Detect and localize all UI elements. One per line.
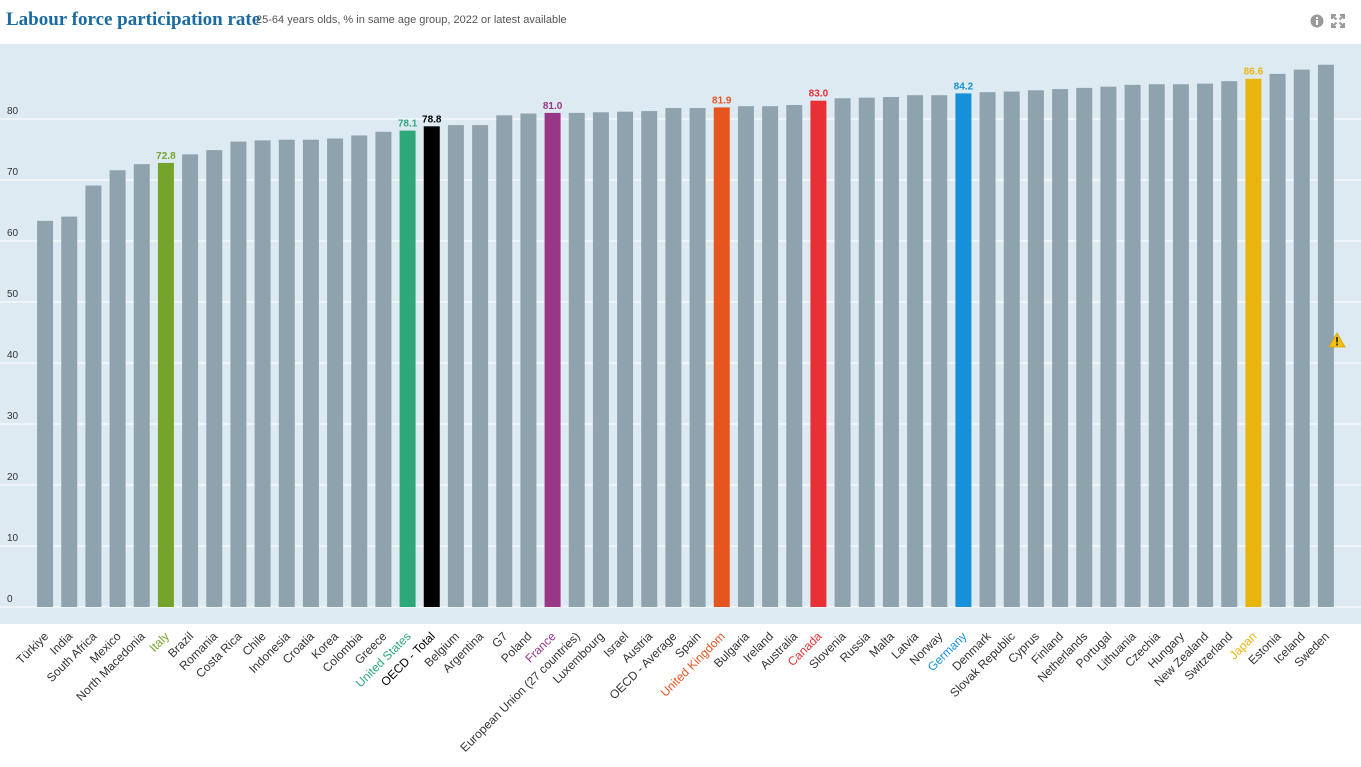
bar-argentina[interactable] bbox=[472, 125, 489, 607]
bar-norway[interactable] bbox=[931, 95, 948, 608]
bar-germany[interactable] bbox=[955, 93, 972, 607]
value-label-united-kingdom: 81.9 bbox=[712, 95, 732, 106]
y-tick-label-70: 70 bbox=[7, 167, 19, 178]
chart-title: Labour force participation rate bbox=[6, 9, 261, 30]
bar-netherlands[interactable] bbox=[1076, 87, 1093, 607]
y-tick-label-10: 10 bbox=[7, 533, 19, 544]
chart-subtitle: 25-64 years olds, % in same age group, 2… bbox=[256, 14, 567, 26]
bar-switzerland[interactable] bbox=[1221, 81, 1238, 608]
bar-bulgaria[interactable] bbox=[737, 106, 754, 607]
y-axis-ticks: 0 10 20 30 40 50 60 70 80 bbox=[7, 106, 19, 605]
bar-hungary[interactable] bbox=[1172, 84, 1189, 608]
bar-australia[interactable] bbox=[786, 104, 803, 607]
bar-t-rkiye[interactable] bbox=[37, 220, 54, 607]
bar-france[interactable] bbox=[544, 112, 561, 608]
bar-south-africa[interactable] bbox=[85, 185, 102, 608]
bar-united-kingdom[interactable] bbox=[713, 107, 730, 607]
y-tick-label-40: 40 bbox=[7, 350, 19, 361]
bar-romania[interactable] bbox=[206, 150, 223, 608]
bar-russia[interactable] bbox=[858, 97, 875, 608]
bar-latvia[interactable] bbox=[907, 95, 924, 608]
chart-header: Labour force participation rate 25-64 ye… bbox=[0, 0, 1361, 44]
bar-sweden[interactable] bbox=[1317, 64, 1334, 607]
bar-luxembourg[interactable] bbox=[592, 112, 609, 607]
bar-costa-rica[interactable] bbox=[230, 141, 247, 607]
bar-slovenia[interactable] bbox=[834, 98, 851, 607]
y-tick-label-60: 60 bbox=[7, 228, 19, 239]
bar-estonia[interactable] bbox=[1269, 73, 1286, 608]
y-tick-label-0: 0 bbox=[7, 594, 13, 605]
value-label-canada: 83.0 bbox=[809, 89, 829, 100]
bar-belgium[interactable] bbox=[447, 125, 464, 607]
bar-portugal[interactable] bbox=[1100, 86, 1117, 608]
bar-iceland[interactable] bbox=[1293, 69, 1310, 608]
bars bbox=[37, 64, 1334, 608]
y-tick-label-30: 30 bbox=[7, 411, 19, 422]
bar-united-states[interactable] bbox=[399, 130, 416, 607]
bar-chile[interactable] bbox=[254, 140, 271, 607]
x-label-t-rkiye: Türkiye bbox=[13, 629, 51, 667]
y-tick-label-20: 20 bbox=[7, 472, 19, 483]
bar-ireland[interactable] bbox=[762, 106, 779, 607]
info-icon[interactable] bbox=[1310, 14, 1324, 28]
bar-japan[interactable] bbox=[1245, 78, 1262, 608]
bar-croatia[interactable] bbox=[302, 139, 319, 608]
warning-icon[interactable] bbox=[1328, 332, 1346, 348]
bar-poland[interactable] bbox=[520, 113, 537, 607]
bar-canada[interactable] bbox=[810, 100, 827, 607]
value-labels: 72.8 78.1 78.8 81.0 81.9 83.0 84.2 86.6 bbox=[156, 67, 1263, 162]
bar-denmark[interactable] bbox=[979, 92, 996, 607]
bar-czechia[interactable] bbox=[1148, 84, 1165, 608]
value-label-japan: 86.6 bbox=[1244, 67, 1264, 78]
bar-cyprus[interactable] bbox=[1027, 90, 1044, 607]
bar-slovak-republic[interactable] bbox=[1003, 91, 1020, 608]
bar-greece[interactable] bbox=[375, 131, 392, 607]
y-tick-label-50: 50 bbox=[7, 289, 19, 300]
bar-austria[interactable] bbox=[641, 111, 658, 607]
value-label-germany: 84.2 bbox=[954, 81, 974, 92]
value-label-france: 81.0 bbox=[543, 101, 563, 112]
bar-oecd-average[interactable] bbox=[665, 108, 682, 608]
bar-european-union-27-countries[interactable] bbox=[568, 112, 585, 608]
bar-indonesia[interactable] bbox=[278, 139, 295, 608]
bar-oecd-total[interactable] bbox=[423, 126, 440, 607]
bar-italy[interactable] bbox=[157, 162, 174, 608]
bar-new-zealand[interactable] bbox=[1197, 83, 1214, 608]
value-label-united-states: 78.1 bbox=[398, 119, 418, 130]
expand-icon[interactable] bbox=[1331, 14, 1345, 28]
bar-korea[interactable] bbox=[327, 138, 344, 607]
bar-lithuania[interactable] bbox=[1124, 84, 1141, 608]
value-label-oecd-total: 78.8 bbox=[422, 114, 442, 125]
bar-mexico[interactable] bbox=[109, 170, 126, 608]
bar-colombia[interactable] bbox=[351, 135, 368, 607]
bar-malta[interactable] bbox=[882, 97, 899, 607]
bar-israel[interactable] bbox=[617, 111, 634, 608]
bar-north-macedonia[interactable] bbox=[133, 164, 150, 607]
value-label-italy: 72.8 bbox=[156, 151, 176, 162]
bar-finland[interactable] bbox=[1052, 89, 1069, 608]
bar-g7[interactable] bbox=[496, 115, 513, 607]
bar-spain[interactable] bbox=[689, 108, 706, 608]
y-tick-label-80: 80 bbox=[7, 106, 19, 117]
bar-brazil[interactable] bbox=[182, 154, 199, 607]
bar-india[interactable] bbox=[61, 216, 78, 607]
